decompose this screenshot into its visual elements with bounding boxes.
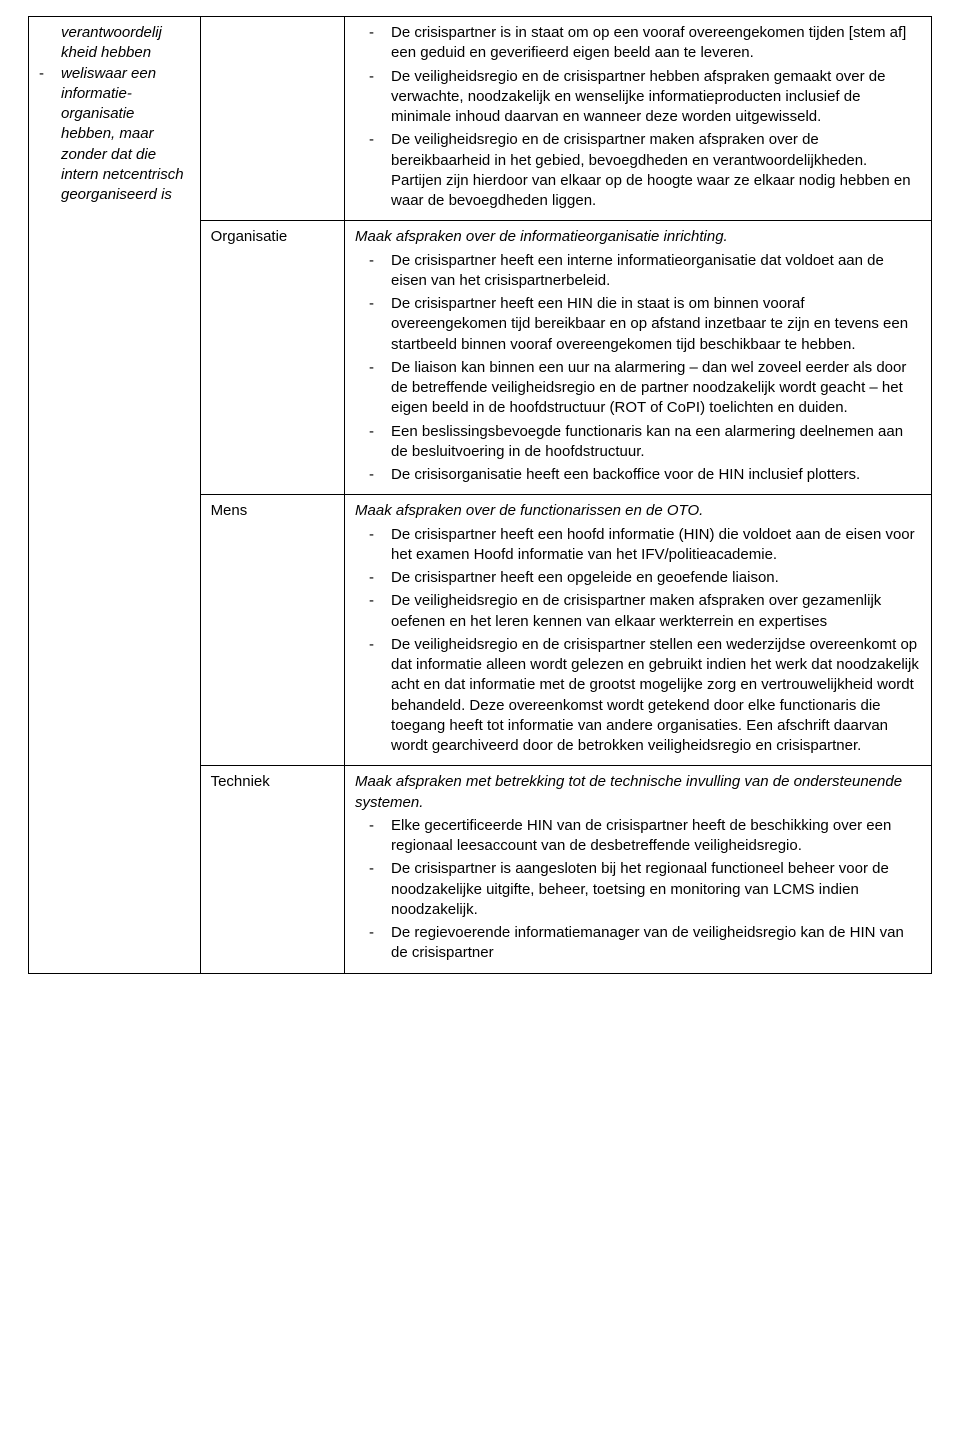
list-item: De crisispartner is in staat om op een v…	[355, 23, 921, 64]
list-item: De liaison kan binnen een uur na alarmer…	[355, 358, 921, 419]
list-item: De crisispartner heeft een opgeleide en …	[355, 568, 921, 588]
aspect-cell-mens: Mens	[200, 495, 344, 766]
category-cell: verantwoordelij kheid hebben weliswaar e…	[29, 17, 201, 974]
bullet-list: Elke gecertificeerde HIN van de crisispa…	[355, 816, 921, 964]
bullet-list: De crisispartner heeft een hoofd informa…	[355, 525, 921, 757]
content-cell-mens: Maak afspraken over de functionarissen e…	[345, 495, 932, 766]
list-item: De regievoerende informatiemanager van d…	[355, 923, 921, 964]
content-cell-organisatie: Maak afspraken over de informatieorganis…	[345, 221, 932, 495]
category-continuation: verantwoordelij kheid hebben	[39, 23, 190, 64]
aspect-cell-organisatie: Organisatie	[200, 221, 344, 495]
list-item: De veiligheidsregio en de crisispartner …	[355, 635, 921, 757]
section-intro: Maak afspraken met betrekking tot de tec…	[355, 772, 921, 813]
category-item: weliswaar een informatie-organisatie heb…	[39, 64, 190, 206]
list-item: De veiligheidsregio en de crisispartner …	[355, 130, 921, 211]
document-table: verantwoordelij kheid hebben weliswaar e…	[28, 16, 932, 974]
bullet-list: De crisispartner heeft een interne infor…	[355, 251, 921, 486]
list-item: Elke gecertificeerde HIN van de crisispa…	[355, 816, 921, 857]
list-item: De crisispartner heeft een interne infor…	[355, 251, 921, 292]
content-cell-techniek: Maak afspraken met betrekking tot de tec…	[345, 766, 932, 973]
list-item: De crisispartner heeft een hoofd informa…	[355, 525, 921, 566]
bullet-list: De crisispartner is in staat om op een v…	[355, 23, 921, 211]
section-intro: Maak afspraken over de informatieorganis…	[355, 227, 921, 247]
aspect-cell-techniek: Techniek	[200, 766, 344, 973]
list-item: De veiligheidsregio en de crisispartner …	[355, 591, 921, 632]
list-item: De veiligheidsregio en de crisispartner …	[355, 67, 921, 128]
aspect-cell-empty	[200, 17, 344, 221]
list-item: De crisisorganisatie heeft een backoffic…	[355, 465, 921, 485]
section-intro: Maak afspraken over de functionarissen e…	[355, 501, 921, 521]
content-cell-1: De crisispartner is in staat om op een v…	[345, 17, 932, 221]
list-item: Een beslissingsbevoegde functionaris kan…	[355, 422, 921, 463]
list-item: De crisispartner is aangesloten bij het …	[355, 859, 921, 920]
list-item: De crisispartner heeft een HIN die in st…	[355, 294, 921, 355]
